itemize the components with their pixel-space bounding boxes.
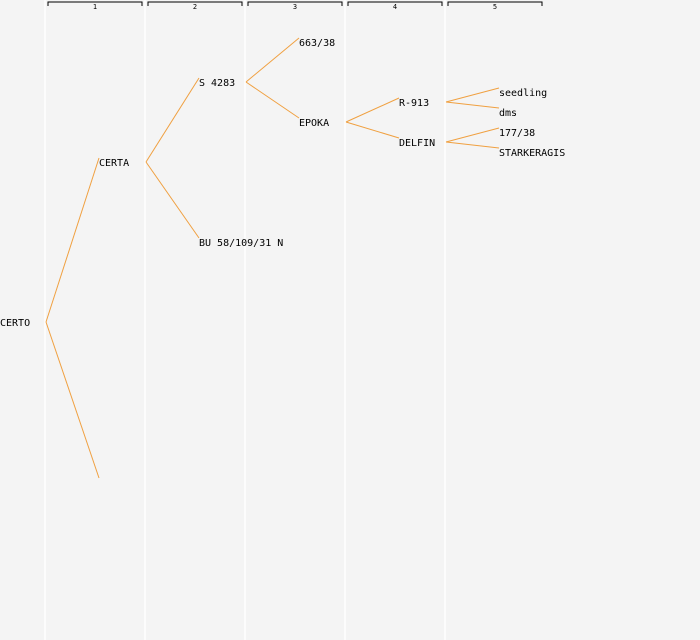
pedigree-edge (45, 321, 100, 479)
pedigree-node-label[interactable]: R-913 (399, 98, 429, 109)
pedigree-edge (345, 97, 400, 123)
generation-number: 1 (93, 3, 97, 11)
generation-bracket (247, 1, 343, 6)
generation-number: 3 (293, 3, 297, 11)
column-dividers (44, 0, 446, 640)
pedigree-edge (445, 127, 500, 143)
generation-header: 2 (147, 1, 243, 11)
pedigree-edge (445, 87, 500, 103)
pedigree-node-label[interactable]: STARKERAGIS (499, 148, 565, 159)
generation-number: 4 (393, 3, 397, 11)
pedigree-node-label[interactable]: seedling (499, 88, 547, 99)
generation-number: 2 (193, 3, 197, 11)
pedigree-edge (45, 157, 100, 323)
generation-number: 5 (493, 3, 497, 11)
generation-header: 4 (347, 1, 443, 11)
pedigree-edge (145, 77, 200, 163)
pedigree-edge (445, 141, 500, 149)
generation-header: 1 (47, 1, 143, 11)
pedigree-node-label[interactable]: BU 58/109/31 N (199, 238, 283, 249)
pedigree-edge (245, 37, 300, 83)
pedigree-node-label[interactable]: DELFIN (399, 138, 435, 149)
generation-bracket (47, 1, 143, 6)
pedigree-edge (245, 81, 300, 119)
pedigree-node-label[interactable]: EPOKA (299, 118, 329, 129)
pedigree-edge (445, 101, 500, 109)
pedigree-edges (45, 37, 500, 479)
generation-bracket (147, 1, 243, 6)
pedigree-node-label[interactable]: S 4283 (199, 78, 235, 89)
pedigree-nodes: CERTO CERTA S 4283 BU 58/109/31 N 663/38 EPOK… (0, 38, 565, 329)
pedigree-node-label[interactable]: 663/38 (299, 38, 335, 49)
pedigree-node-label[interactable]: dms (499, 108, 517, 119)
pedigree-edge (145, 161, 200, 239)
generation-bracket (347, 1, 443, 6)
pedigree-node-label[interactable]: CERTA (99, 158, 129, 169)
pedigree-node-label[interactable]: CERTO (0, 318, 30, 329)
generation-header: 5 (447, 1, 543, 11)
generation-bracket (447, 1, 543, 6)
pedigree-edge (345, 121, 400, 139)
generation-headers: 1 2 3 4 5 (47, 1, 543, 11)
generation-header: 3 (247, 1, 343, 11)
pedigree-node-label[interactable]: 177/38 (499, 128, 535, 139)
